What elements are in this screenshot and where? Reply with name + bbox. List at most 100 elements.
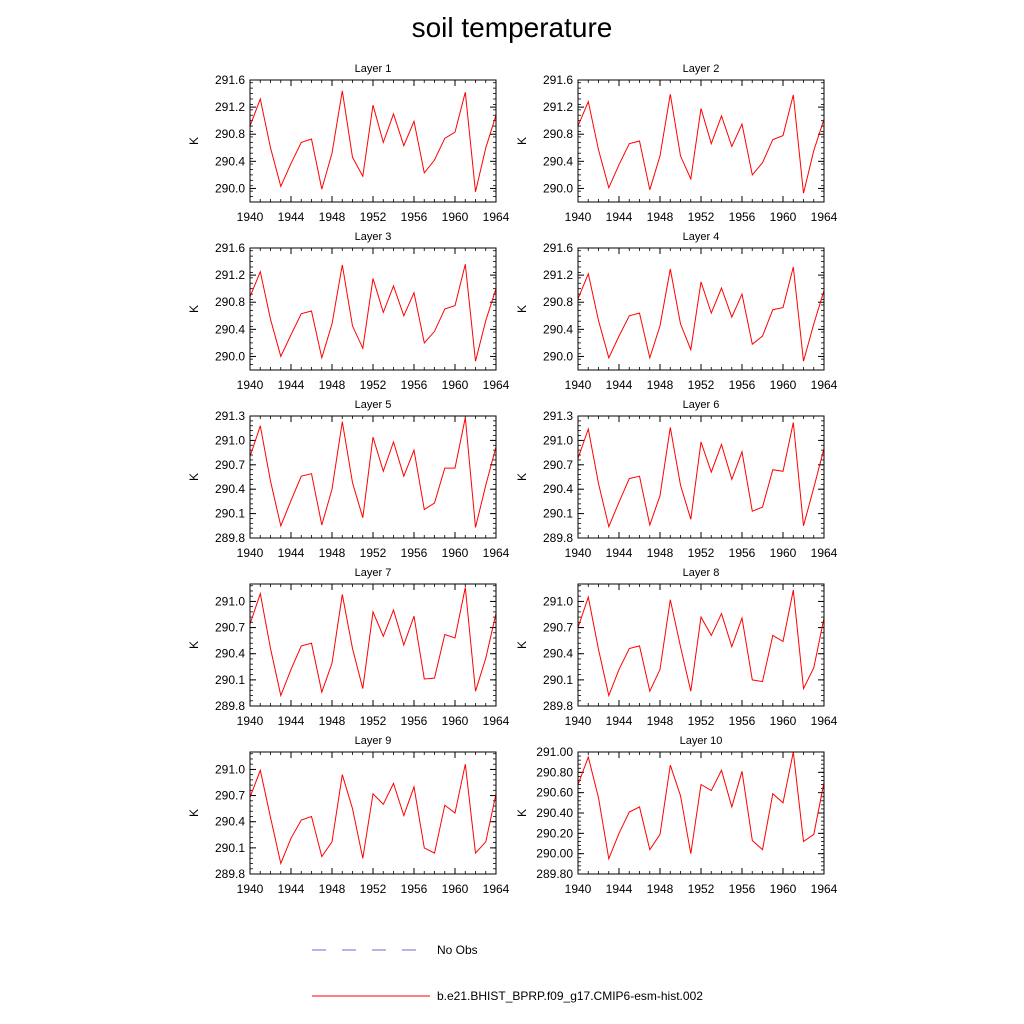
legend-obs-label: No Obs xyxy=(437,943,478,957)
y-tick-label: 290.20 xyxy=(536,826,573,840)
x-tick-label: 1956 xyxy=(729,546,756,560)
x-tick-label: 1948 xyxy=(647,378,674,392)
x-tick-label: 1956 xyxy=(729,210,756,224)
y-tick-label: 289.8 xyxy=(543,531,573,545)
plot-frame xyxy=(249,415,497,539)
series-line xyxy=(577,751,825,861)
series-line xyxy=(249,90,497,192)
y-tick-label: 290.4 xyxy=(215,322,245,336)
x-tick-label: 1964 xyxy=(483,546,510,560)
x-tick-label: 1964 xyxy=(811,210,838,224)
y-tick-label: 291.2 xyxy=(215,100,245,114)
x-tick-label: 1960 xyxy=(442,882,469,896)
y-axis-label: K xyxy=(515,137,529,145)
x-tick-label: 1964 xyxy=(483,714,510,728)
x-tick-label: 1948 xyxy=(319,210,346,224)
y-axis-label: K xyxy=(187,305,201,313)
x-tick-label: 1940 xyxy=(237,210,264,224)
y-tick-label: 290.7 xyxy=(543,621,573,635)
x-tick-label: 1956 xyxy=(729,714,756,728)
y-axis-label: K xyxy=(515,473,529,481)
plot-frame xyxy=(577,79,825,203)
plot-frame xyxy=(249,247,497,371)
y-tick-label: 291.0 xyxy=(215,594,245,608)
panel-layer-10: Layer 10 K 1940 1944 1948 1952 1956 1960 1964 289… xyxy=(515,735,838,896)
series-line xyxy=(249,764,497,866)
x-tick-label: 1960 xyxy=(442,714,469,728)
panel-title: Layer 5 xyxy=(355,399,392,411)
y-tick-label: 291.6 xyxy=(215,73,245,87)
y-tick-label: 290.1 xyxy=(215,673,245,687)
x-tick-label: 1944 xyxy=(606,378,633,392)
x-tick-label: 1960 xyxy=(770,882,797,896)
y-tick-label: 291.6 xyxy=(543,241,573,255)
y-tick-label: 291.2 xyxy=(215,268,245,282)
x-tick-label: 1952 xyxy=(688,882,715,896)
x-tick-label: 1960 xyxy=(770,378,797,392)
y-tick-label: 290.8 xyxy=(543,127,573,141)
x-tick-label: 1940 xyxy=(237,546,264,560)
y-tick-label: 290.7 xyxy=(215,458,245,472)
y-tick-label: 290.4 xyxy=(215,647,245,661)
x-tick-label: 1956 xyxy=(401,378,428,392)
panel-title: Layer 10 xyxy=(680,735,723,747)
panel-layer-1: Layer 1 K 1940 1944 1948 1952 1956 1960 1964 290.… xyxy=(187,63,510,224)
x-tick-label: 1960 xyxy=(442,378,469,392)
x-tick-label: 1956 xyxy=(401,882,428,896)
y-tick-label: 290.7 xyxy=(543,458,573,472)
y-tick-label: 290.0 xyxy=(543,181,573,195)
y-axis-label: K xyxy=(515,641,529,649)
x-tick-label: 1956 xyxy=(401,546,428,560)
x-tick-label: 1964 xyxy=(811,882,838,896)
y-tick-label: 291.0 xyxy=(543,594,573,608)
x-tick-label: 1940 xyxy=(565,210,592,224)
x-tick-label: 1960 xyxy=(442,546,469,560)
x-tick-label: 1944 xyxy=(278,882,305,896)
series-line xyxy=(577,266,825,362)
x-tick-label: 1960 xyxy=(770,210,797,224)
panel-layer-4: Layer 4 K 1940 1944 1948 1952 1956 1960 1964 290.… xyxy=(515,231,838,392)
y-tick-label: 290.4 xyxy=(543,154,573,168)
x-tick-label: 1964 xyxy=(483,882,510,896)
y-tick-label: 291.3 xyxy=(543,409,573,423)
y-axis-label: K xyxy=(515,305,529,313)
x-tick-label: 1952 xyxy=(688,378,715,392)
y-tick-label: 291.6 xyxy=(543,73,573,87)
x-tick-label: 1940 xyxy=(237,714,264,728)
x-tick-label: 1944 xyxy=(278,546,305,560)
x-tick-label: 1960 xyxy=(770,546,797,560)
y-tick-label: 291.6 xyxy=(215,241,245,255)
y-tick-label: 290.0 xyxy=(543,349,573,363)
panel-layer-3: Layer 3 K 1940 1944 1948 1952 1956 1960 1964 290.… xyxy=(187,231,510,392)
x-tick-label: 1940 xyxy=(565,378,592,392)
y-tick-label: 291.00 xyxy=(536,745,573,759)
x-tick-label: 1948 xyxy=(647,210,674,224)
y-axis-label: K xyxy=(187,641,201,649)
panel-title: Layer 8 xyxy=(683,567,720,579)
y-tick-label: 290.1 xyxy=(215,841,245,855)
panel-title: Layer 4 xyxy=(683,231,720,243)
y-tick-label: 290.1 xyxy=(215,507,245,521)
y-tick-label: 290.80 xyxy=(536,765,573,779)
x-tick-label: 1948 xyxy=(647,882,674,896)
x-tick-label: 1952 xyxy=(360,882,387,896)
panel-layer-5: Layer 5 K 1940 1944 1948 1952 1956 1960 1964 289.… xyxy=(187,399,510,560)
y-tick-label: 291.0 xyxy=(215,433,245,447)
y-axis-label: K xyxy=(515,809,529,817)
y-tick-label: 291.2 xyxy=(543,268,573,282)
y-tick-label: 290.4 xyxy=(543,482,573,496)
y-tick-label: 290.1 xyxy=(543,673,573,687)
x-tick-label: 1956 xyxy=(401,210,428,224)
x-tick-label: 1952 xyxy=(360,714,387,728)
y-tick-label: 291.0 xyxy=(543,433,573,447)
x-tick-label: 1940 xyxy=(237,882,264,896)
y-tick-label: 289.8 xyxy=(215,699,245,713)
y-tick-label: 290.40 xyxy=(536,806,573,820)
x-tick-label: 1944 xyxy=(606,714,633,728)
y-tick-label: 290.0 xyxy=(215,181,245,195)
x-tick-label: 1944 xyxy=(606,210,633,224)
y-tick-label: 289.8 xyxy=(215,531,245,545)
x-tick-label: 1940 xyxy=(565,714,592,728)
y-tick-label: 290.4 xyxy=(543,647,573,661)
series-line xyxy=(577,590,825,698)
